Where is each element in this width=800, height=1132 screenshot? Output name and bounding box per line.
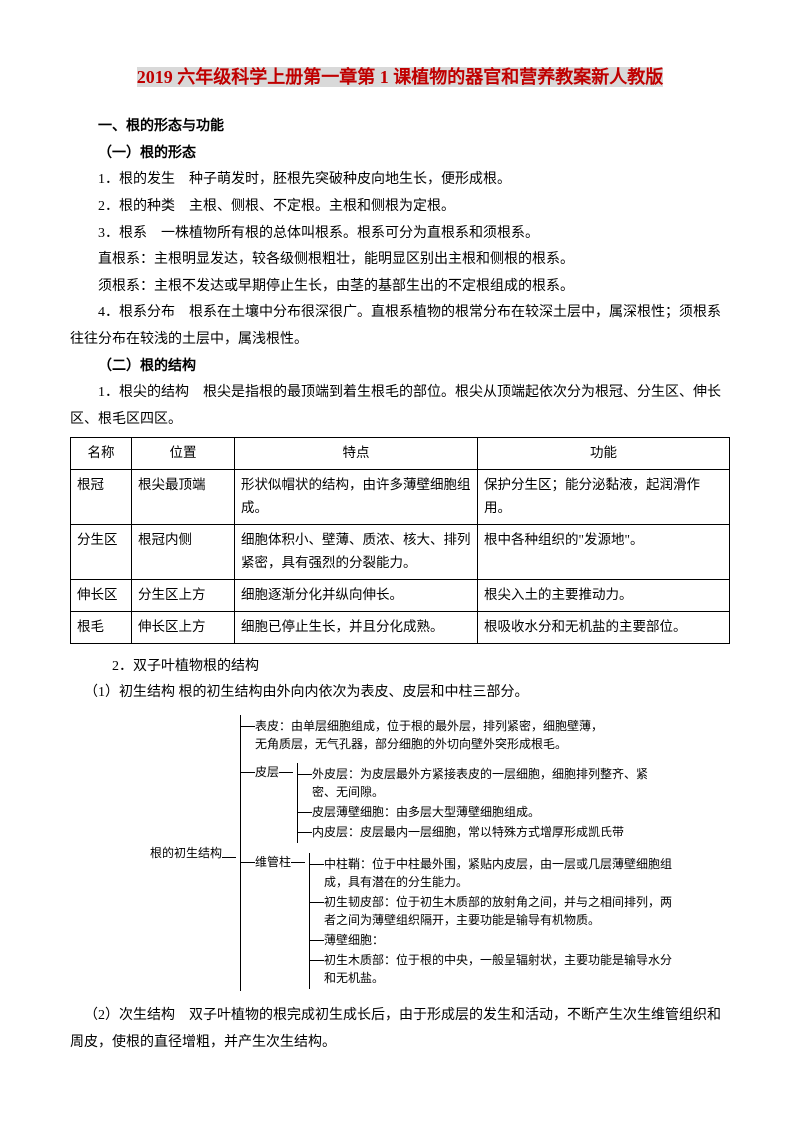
title-seg2: 六年级科学上册第一章第	[173, 67, 380, 87]
table-row: 根冠 根尖最顶端 形状似帽状的结构，由许多薄壁细胞组成。 保护分生区；能分泌黏液…	[71, 470, 730, 525]
para-10: （2）次生结构 双子叶植物的根完成初生成长后，由于形成层的发生和活动，不断产生次…	[70, 1003, 730, 1056]
para-4: 直根系：主根明显发达，较各级侧根粗壮，能明显区别出主根和侧根的根系。	[70, 247, 730, 274]
tree-leaf: 内皮层：皮层最内一层细胞，常以特殊方式增厚形成凯氏带	[312, 823, 624, 841]
tree-item-epidermis: 表皮：由单层细胞组成，位于根的最外层，排列紧密，细胞壁薄，无角质层，无气孔器，部…	[255, 717, 615, 753]
tree-line	[298, 812, 312, 813]
title-year: 2019	[137, 67, 173, 87]
cell: 伸长区上方	[132, 611, 235, 643]
para-2: 2．根的种类 主根、侧根、不定根。主根和侧根为定根。	[70, 194, 730, 221]
cell: 细胞体积小、壁薄、质浓、核大、排列紧密，具有强烈的分裂能力。	[235, 525, 478, 580]
table-row: 根毛 伸长区上方 细胞已停止生长，并且分化成熟。 根吸收水分和无机盐的主要部位。	[71, 611, 730, 643]
tree-leaf: 皮层薄壁细胞：由多层大型薄壁细胞组成。	[312, 803, 540, 821]
tree-leaf: 初生木质部：位于根的中央，一般呈辐射状，主要功能是输导水分和无机盐。	[324, 951, 684, 987]
tree-line	[241, 772, 255, 773]
cell: 根冠	[71, 470, 132, 525]
tree-line	[241, 862, 255, 863]
cell: 根冠内侧	[132, 525, 235, 580]
structure-tree: 根的初生结构 表皮：由单层细胞组成，位于根的最外层，排列紧密，细胞壁薄，无角质层…	[150, 715, 730, 991]
tree-line	[310, 864, 324, 865]
th-name: 名称	[71, 438, 132, 470]
table-row: 分生区 根冠内侧 细胞体积小、壁薄、质浓、核大、排列紧密，具有强烈的分裂能力。 …	[71, 525, 730, 580]
tree-leaf: 薄壁细胞：	[324, 931, 384, 949]
tree-level1: 表皮：由单层细胞组成，位于根的最外层，排列紧密，细胞壁薄，无角质层，无气孔器，部…	[240, 715, 684, 991]
cell: 伸长区	[71, 580, 132, 612]
heading-1-2: （二）根的结构	[70, 354, 730, 381]
tree-stele-children: 中柱鞘：位于中柱最外围，紧贴内皮层，由一层或几层薄壁细胞组成，具有潜在的分生能力…	[309, 853, 684, 989]
tree-item-stele: 维管柱	[255, 853, 291, 871]
tree-root: 根的初生结构	[150, 844, 222, 862]
tree-line	[291, 862, 305, 863]
para-8: 2．双子叶植物根的结构	[70, 654, 730, 681]
cell: 根吸收水分和无机盐的主要部位。	[478, 611, 730, 643]
table-head: 名称 位置 特点 功能	[71, 438, 730, 470]
cell: 根尖最顶端	[132, 470, 235, 525]
para-1: 1．根的发生 种子萌发时，胚根先突破种皮向地生长，便形成根。	[70, 167, 730, 194]
para-7: 1．根尖的结构 根尖是指根的最顶端到着生根毛的部位。根尖从顶端起依次分为根冠、分…	[70, 380, 730, 433]
tree-item-cortex: 皮层	[255, 763, 279, 781]
cell: 分生区	[71, 525, 132, 580]
tree-line	[241, 726, 255, 727]
tree-line	[310, 902, 324, 903]
para-9: （1）初生结构 根的初生结构由外向内依次为表皮、皮层和中柱三部分。	[70, 680, 730, 707]
th-pos: 位置	[132, 438, 235, 470]
tree-leaf: 初生韧皮部：位于初生木质部的放射角之间，并与之相间排列，两者之间为薄壁组织隔开，…	[324, 893, 684, 929]
cell: 保护分生区；能分泌黏液，起润滑作用。	[478, 470, 730, 525]
cell: 细胞已停止生长，并且分化成熟。	[235, 611, 478, 643]
para-6: 4．根系分布 根系在土壤中分布很深很广。直根系植物的根常分布在较深土层中，属深根…	[70, 300, 730, 353]
heading-1-1: （一）根的形态	[70, 141, 730, 168]
cell: 根尖入土的主要推动力。	[478, 580, 730, 612]
heading-1: 一、根的形态与功能	[70, 114, 730, 141]
tree-line	[298, 832, 312, 833]
para-5: 须根系：主根不发达或早期停止生长，由茎的基部生出的不定根组成的根系。	[70, 274, 730, 301]
tree-cortex-children: 外皮层：为皮层最外方紧接表皮的一层细胞，细胞排列整齐、紧密、无间隙。 皮层薄壁细…	[297, 763, 672, 843]
tree-leaf: 外皮层：为皮层最外方紧接表皮的一层细胞，细胞排列整齐、紧密、无间隙。	[312, 765, 672, 801]
cell: 形状似帽状的结构，由许多薄壁细胞组成。	[235, 470, 478, 525]
th-func: 功能	[478, 438, 730, 470]
cell: 根毛	[71, 611, 132, 643]
table-row: 伸长区 分生区上方 细胞逐渐分化并纵向伸长。 根尖入土的主要推动力。	[71, 580, 730, 612]
tree-line	[310, 940, 324, 941]
tree-line	[310, 960, 324, 961]
para-3: 3．根系 一株植物所有根的总体叫根系。根系可分为直根系和须根系。	[70, 221, 730, 248]
title-num: 1	[380, 67, 389, 87]
tree-line	[298, 774, 312, 775]
doc-title: 2019 六年级科学上册第一章第 1 课植物的器官和营养教案新人教版	[70, 60, 730, 94]
cell: 分生区上方	[132, 580, 235, 612]
tree-line	[279, 772, 293, 773]
tree-line	[222, 857, 236, 858]
cell: 细胞逐渐分化并纵向伸长。	[235, 580, 478, 612]
th-feat: 特点	[235, 438, 478, 470]
root-tip-table: 名称 位置 特点 功能 根冠 根尖最顶端 形状似帽状的结构，由许多薄壁细胞组成。…	[70, 437, 730, 644]
tree-leaf: 中柱鞘：位于中柱最外围，紧贴内皮层，由一层或几层薄壁细胞组成，具有潜在的分生能力…	[324, 855, 684, 891]
title-seg4: 课植物的器官和营养教案新人教版	[389, 67, 664, 87]
cell: 根中各种组织的"发源地"。	[478, 525, 730, 580]
